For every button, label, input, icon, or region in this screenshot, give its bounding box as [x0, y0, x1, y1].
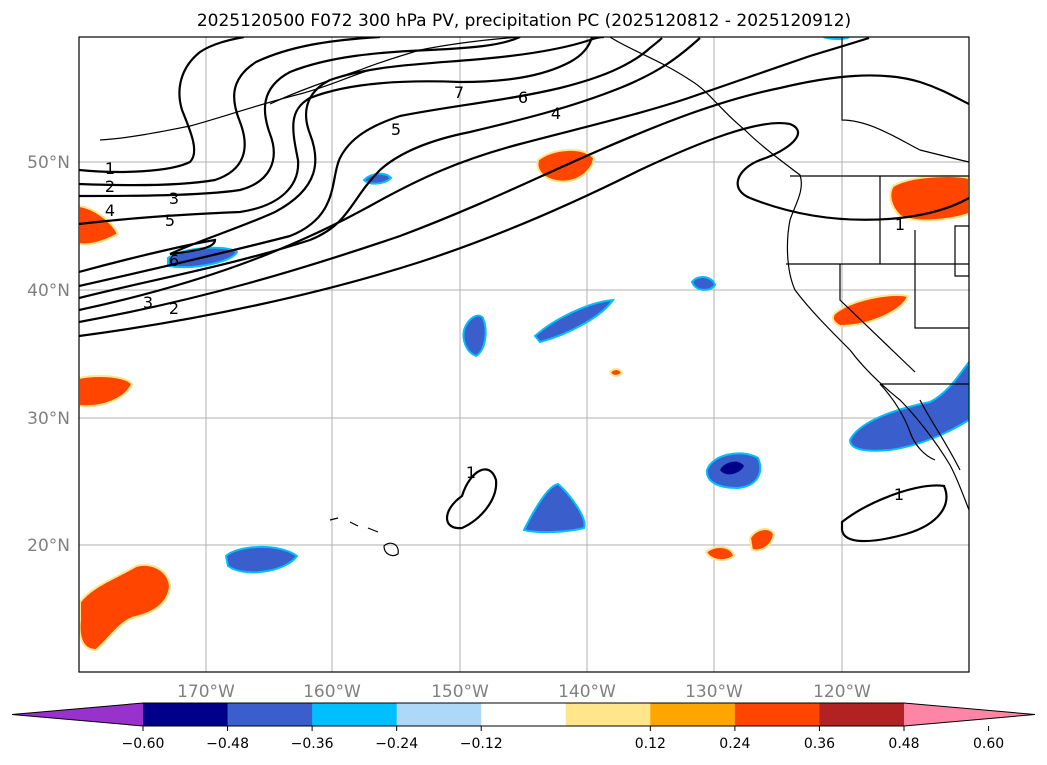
colorbar-tick-label: −0.12 [460, 736, 503, 752]
precip-blob [690, 276, 717, 291]
contour-label: 1 [466, 463, 476, 482]
state-border [914, 230, 969, 329]
precip-blob [720, 461, 744, 475]
lon-label: 170°W [177, 682, 235, 702]
colorbar-tick-label: 0.12 [635, 736, 666, 752]
pv-contour [446, 468, 498, 530]
state-border [954, 225, 969, 277]
state-border [841, 37, 969, 163]
precip-blob [533, 298, 616, 344]
colorbar-tick-label: −0.48 [206, 736, 249, 752]
contour-label: 1 [895, 215, 905, 234]
colorbar-extend-low [12, 703, 143, 726]
map-area: 1 2 3 4 5 6 3 2 7 6 4 5 1 1 1 [79, 37, 969, 672]
colorbar: −0.60 −0.48 −0.36 −0.24 −0.12 0.12 0.24 0.36 0.4… [11, 702, 1036, 752]
colorbar-tick-label: −0.36 [291, 736, 334, 752]
precip-blob [462, 314, 487, 358]
colorbar-tick-label: 0.48 [888, 736, 919, 752]
colorbar-segment [819, 703, 905, 726]
contour-label: 5 [165, 211, 175, 230]
colorbar-tick-label: 0.60 [973, 736, 1004, 752]
pv-contours [79, 37, 969, 543]
figure-title: 2025120500 F072 300 hPa PV, precipitatio… [197, 11, 851, 31]
colorbar-segment [565, 703, 651, 726]
colorbar-segment [227, 703, 313, 726]
precip-blob [748, 528, 776, 552]
contour-label: 4 [105, 201, 115, 220]
precip-blob [704, 546, 736, 562]
precip-blob [522, 482, 586, 534]
north-america-coast [609, 37, 969, 511]
contour-label: 2 [105, 177, 115, 196]
contour-label: 1 [105, 159, 115, 178]
colorbar-tick-label: 0.36 [804, 736, 835, 752]
pv-contour [79, 74, 969, 324]
contour-label: 2 [169, 299, 179, 318]
lon-label: 140°W [558, 682, 616, 702]
map-frame [78, 36, 970, 673]
pv-contour [79, 37, 663, 288]
colorbar-segment [143, 703, 229, 726]
precip-blob [79, 564, 172, 652]
contour-labels: 1 2 3 4 5 6 3 2 7 6 4 5 1 1 1 [105, 83, 905, 504]
contour-label: 5 [391, 120, 401, 139]
precip-blob [224, 545, 299, 574]
precip-blob [79, 375, 134, 408]
coastlines [99, 37, 969, 557]
contour-label: 3 [169, 189, 179, 208]
contour-label: 1 [894, 485, 904, 504]
longitude-labels: 170°W 160°W 150°W 140°W 130°W 120°W [177, 682, 871, 702]
contour-label: 6 [518, 88, 528, 107]
colorbar-extend-high [904, 703, 1035, 726]
contour-label: 6 [169, 251, 179, 270]
lat-label: 40°N [27, 281, 70, 301]
state-border [839, 264, 916, 373]
pv-contour [79, 37, 381, 187]
gulf-coast [919, 399, 961, 471]
pv-contour [840, 484, 948, 543]
lat-label: 50°N [27, 153, 70, 173]
pv-contour [79, 37, 245, 173]
precip-blob [889, 175, 969, 222]
precip-blob [831, 294, 910, 328]
pv-contour [79, 37, 701, 300]
contour-label: 4 [551, 104, 561, 123]
precip-blob [608, 368, 624, 377]
colorbar-tick-label: −0.24 [375, 736, 418, 752]
aleutian-islands [99, 69, 371, 141]
colorbar-segment [734, 703, 820, 726]
pv-contour [79, 37, 594, 226]
colorbar-tick-label: 0.24 [719, 736, 750, 752]
lat-label: 30°N [27, 409, 70, 429]
lat-label: 20°N [27, 536, 70, 556]
lon-label: 130°W [685, 682, 743, 702]
colorbar-tick-label: −0.60 [122, 736, 165, 752]
alaska-coast [269, 37, 521, 105]
lon-label: 150°W [431, 682, 489, 702]
lon-label: 120°W [813, 682, 871, 702]
precip-blob [848, 360, 969, 452]
contour-label: 3 [143, 293, 153, 312]
pv-contour [79, 122, 969, 338]
pv-contour [79, 37, 605, 274]
colorbar-segment [312, 703, 398, 726]
precip-blob [79, 204, 120, 246]
lon-label: 160°W [303, 682, 361, 702]
hawaii-islands [329, 517, 399, 557]
latitude-labels: 50°N 40°N 30°N 20°N [27, 153, 70, 556]
contour-label: 7 [454, 83, 464, 102]
colorbar-segment [650, 703, 736, 726]
baja-coast [879, 383, 936, 461]
colorbar-segment [396, 703, 482, 726]
colorbar-segment [481, 703, 567, 726]
